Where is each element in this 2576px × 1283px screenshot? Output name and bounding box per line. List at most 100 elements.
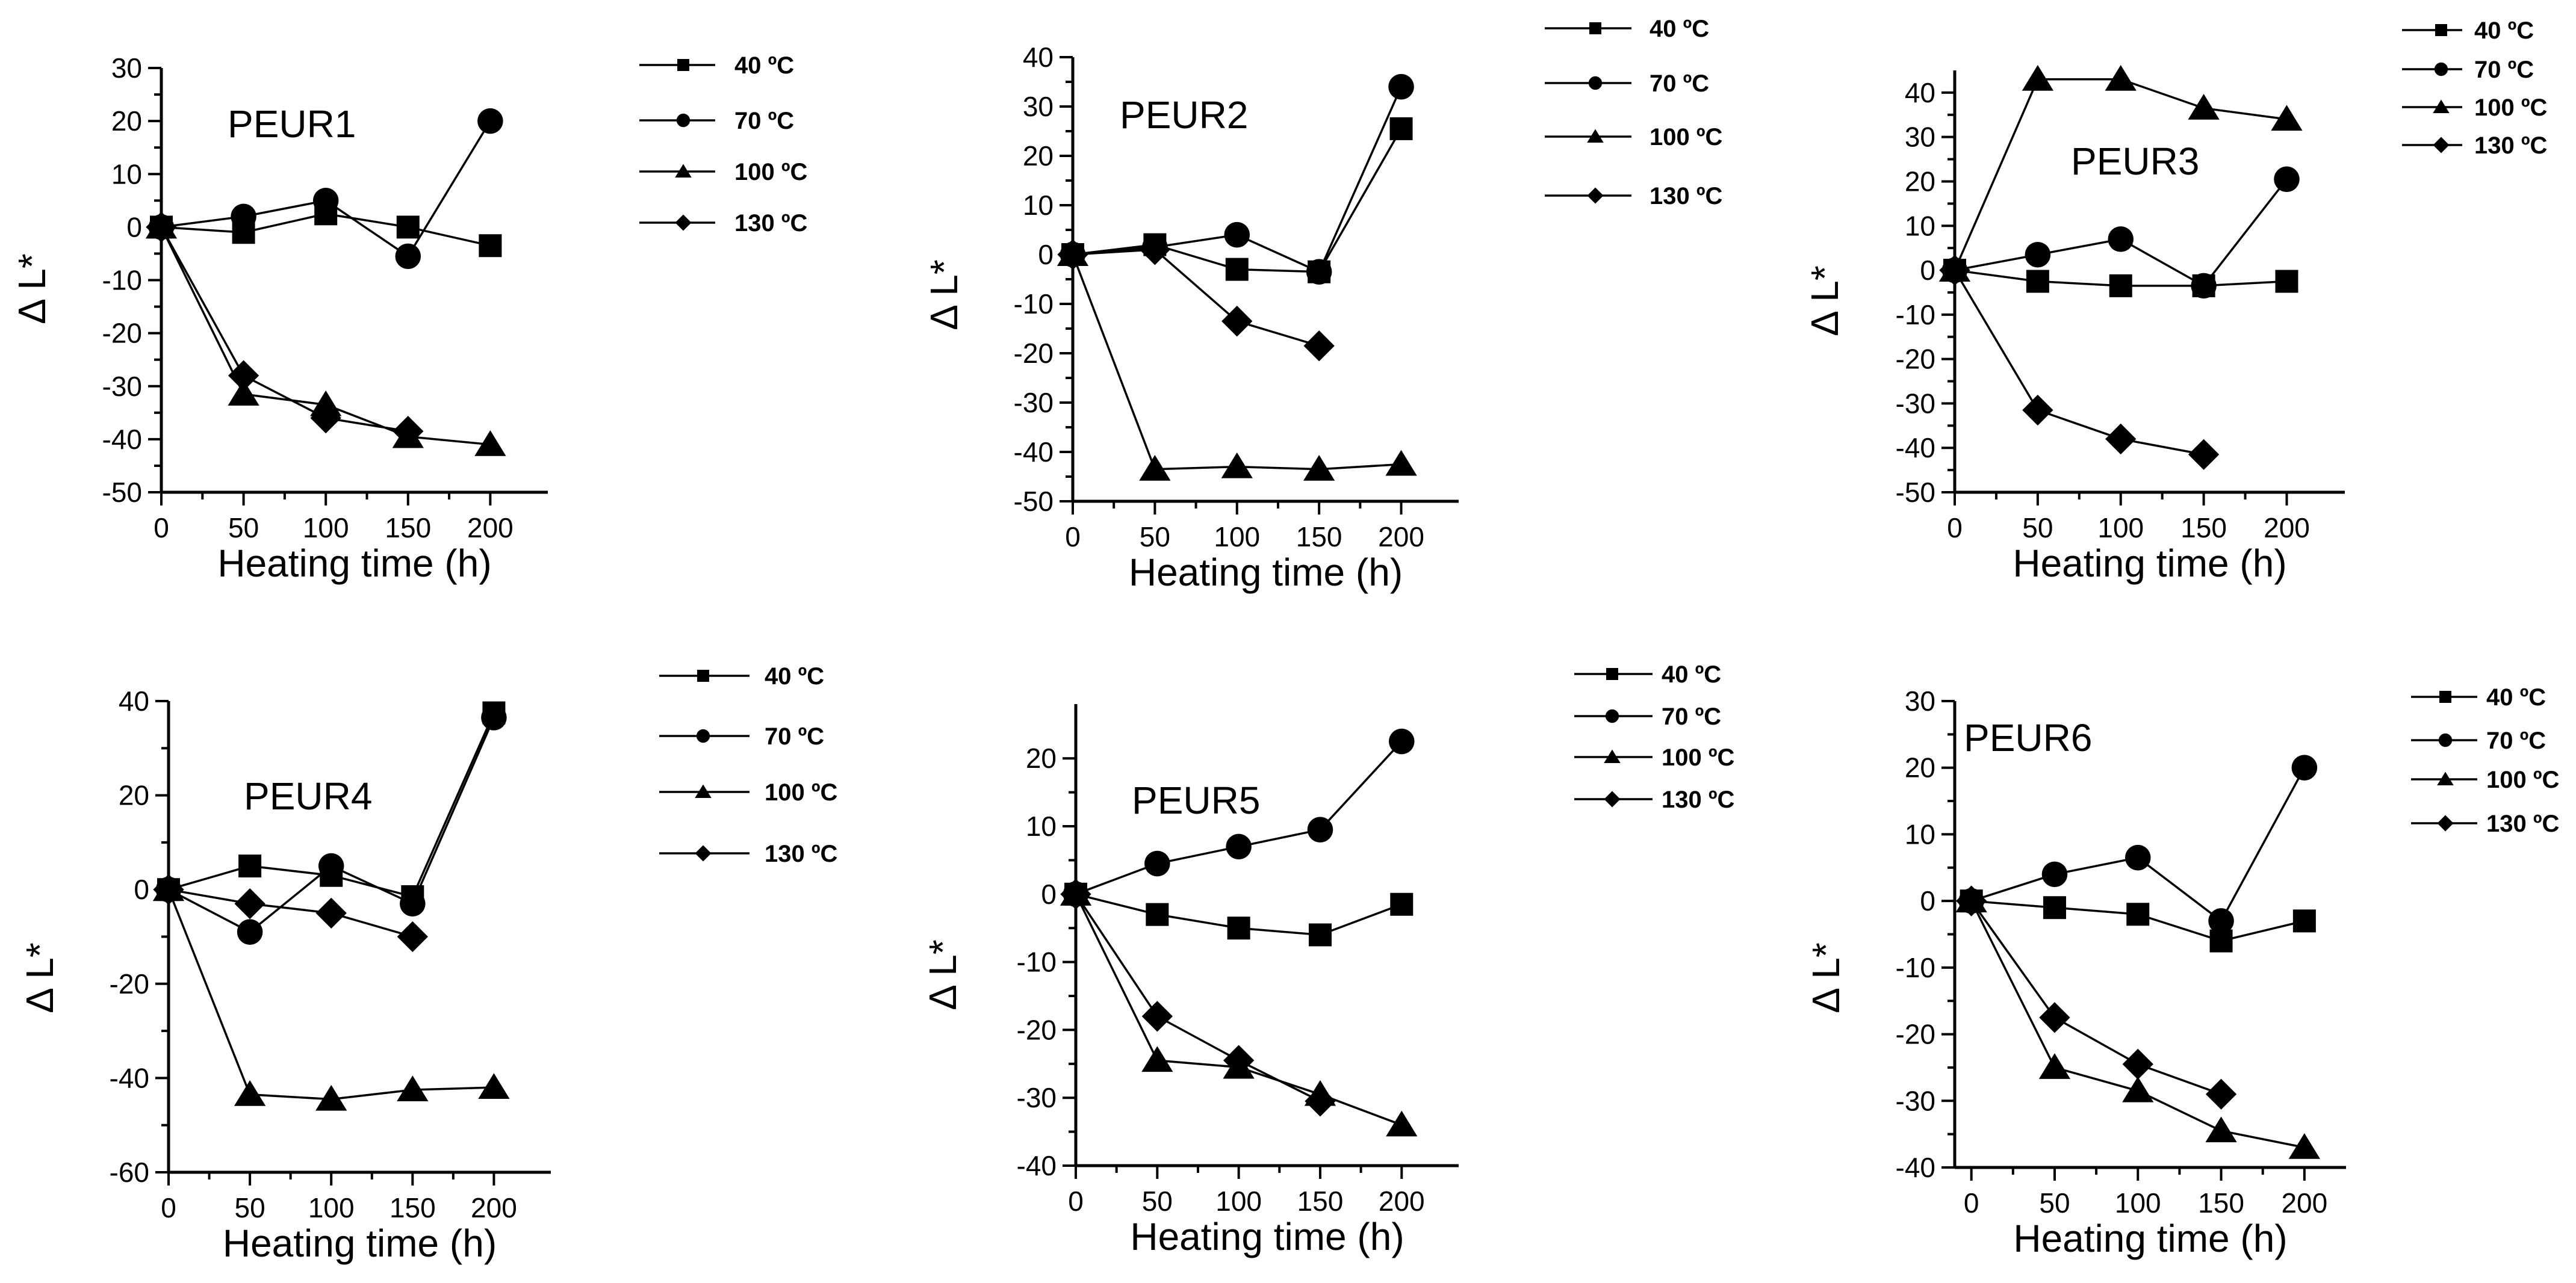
data-point-triangle [234,1080,266,1106]
data-point-square [2292,909,2316,933]
legend-item: 100 ºC [1545,124,1722,150]
legend-item: 40 ºC [2402,17,2534,44]
legend-marker-triangle [2433,99,2450,113]
y-tick-label: -50 [102,477,142,508]
data-point-circle [2124,844,2151,871]
data-point-diamond [2188,439,2220,470]
y-tick-label: -20 [1014,338,1054,369]
y-tick-label: 10 [1026,811,1057,842]
data-point-square [1227,917,1250,940]
x-axis-title: Heating time (h) [223,1222,497,1265]
data-point-triangle [2188,93,2220,120]
y-tick-label: 30 [1023,91,1054,122]
y-tick-label: -40 [110,1062,149,1093]
series-line-diamond [1954,270,2204,456]
legend-label: 40 ºC [1650,16,1709,42]
data-point-diamond [393,416,424,447]
legend-item: 70 ºC [639,108,794,134]
legend-item: 40 ºC [639,52,794,79]
y-tick-label: -20 [102,318,142,349]
legend: 40 ºC 70 ºC 100 ºC 130 ºC [1574,661,1734,813]
data-point-diamond [228,360,259,391]
x-tick-label: 0 [154,512,169,543]
y-tick-label: -30 [1017,1082,1057,1113]
y-tick-label: 30 [1905,685,1935,717]
panel-title: PEUR1 [228,102,356,146]
data-point-circle [2291,755,2318,781]
data-point-circle [481,705,507,731]
data-point-diamond [397,921,428,953]
chart-panel-peur2: 0 50 100 150 200 -50 -40 -30 -20 -10 0 10 20 30 40 Heat… [922,16,1722,594]
legend-marker-diamond [2437,815,2454,832]
y-tick-label: -30 [1896,1085,1935,1116]
legend-marker-circle [676,113,691,128]
y-tick-label: -20 [1896,344,1935,375]
y-tick-label: -40 [1014,436,1054,468]
data-point-triangle [1385,450,1417,476]
chart-panel-peur5: 0 50 100 150 200 -40 -30 -20 -10 0 10 20 Heating tim… [921,661,1734,1258]
y-tick-label: -60 [110,1157,149,1188]
legend-marker-diamond [695,845,712,862]
data-point-triangle [1139,454,1171,481]
series-line-diamond [1970,900,2222,1095]
x-tick-label: 50 [235,1192,265,1223]
data-point-circle [400,891,426,917]
data-point-square [2109,274,2132,297]
x-tick-label: 150 [2180,512,2227,543]
data-point-circle [395,243,421,270]
legend-label: 40 ºC [734,52,794,79]
legend-marker-diamond [675,214,692,231]
legend-item: 70 ºC [2402,57,2534,83]
legend-marker-square [697,670,709,682]
y-axis-title: Δ L* [10,253,54,324]
y-tick-label: -10 [1014,288,1054,320]
y-axis-title: Δ L* [1803,265,1846,336]
legend-marker-triangle [1604,749,1621,763]
x-tick-label: 200 [1378,521,1424,552]
data-point-diamond [315,897,347,929]
legend-marker-diamond [2433,137,2450,153]
legend-marker-diamond [1587,187,1604,204]
data-point-diamond [1223,1045,1255,1076]
y-tick-label: 0 [1920,885,1935,917]
data-point-diamond [1141,1001,1173,1032]
data-point-diamond [310,402,341,434]
y-tick-label: 20 [119,780,149,811]
x-tick-label: 100 [2097,512,2144,543]
y-tick-label: -40 [102,424,142,455]
data-point-diamond [2105,423,2137,455]
x-tick-label: 0 [1065,521,1081,552]
series-line-diamond [1075,893,1321,1102]
y-axis-title: Δ L* [921,939,964,1010]
chart-panel-peur6: 0 50 100 150 200 -40 -30 -20 -10 0 10 20 30 Heating t… [1804,684,2559,1260]
y-tick-label: -10 [1017,947,1057,978]
legend-item: 130 ºC [2402,132,2547,159]
x-tick-label: 100 [1214,521,1260,552]
data-point-circle [2191,273,2217,299]
data-point-circle [2041,861,2068,888]
legend-label: 70 ºC [1662,703,1721,730]
y-tick-label: 0 [1041,879,1057,910]
y-tick-label: 30 [111,52,142,84]
x-axis-title: Heating time (h) [1129,551,1403,594]
x-axis-title: Heating time (h) [1130,1215,1404,1258]
data-point-diamond [1060,879,1091,910]
data-point-circle [1226,833,1252,860]
legend-marker-square [677,59,689,71]
x-tick-label: 200 [471,1192,517,1223]
data-point-triangle [1386,1110,1418,1137]
x-tick-label: 50 [1142,1186,1173,1217]
data-point-circle [2025,241,2051,268]
legend-label: 130 ºC [2486,811,2559,837]
y-tick-label: -10 [1896,299,1935,330]
x-tick-label: 0 [1068,1186,1084,1217]
data-point-circle [312,188,339,214]
data-point-triangle [2288,1133,2320,1159]
legend-marker-triangle [1587,129,1604,143]
data-point-diamond [2122,1048,2153,1080]
legend-label: 40 ºC [765,663,824,690]
legend-marker-triangle [2437,771,2454,785]
legend-marker-square [2439,691,2451,703]
data-point-circle [237,919,263,945]
